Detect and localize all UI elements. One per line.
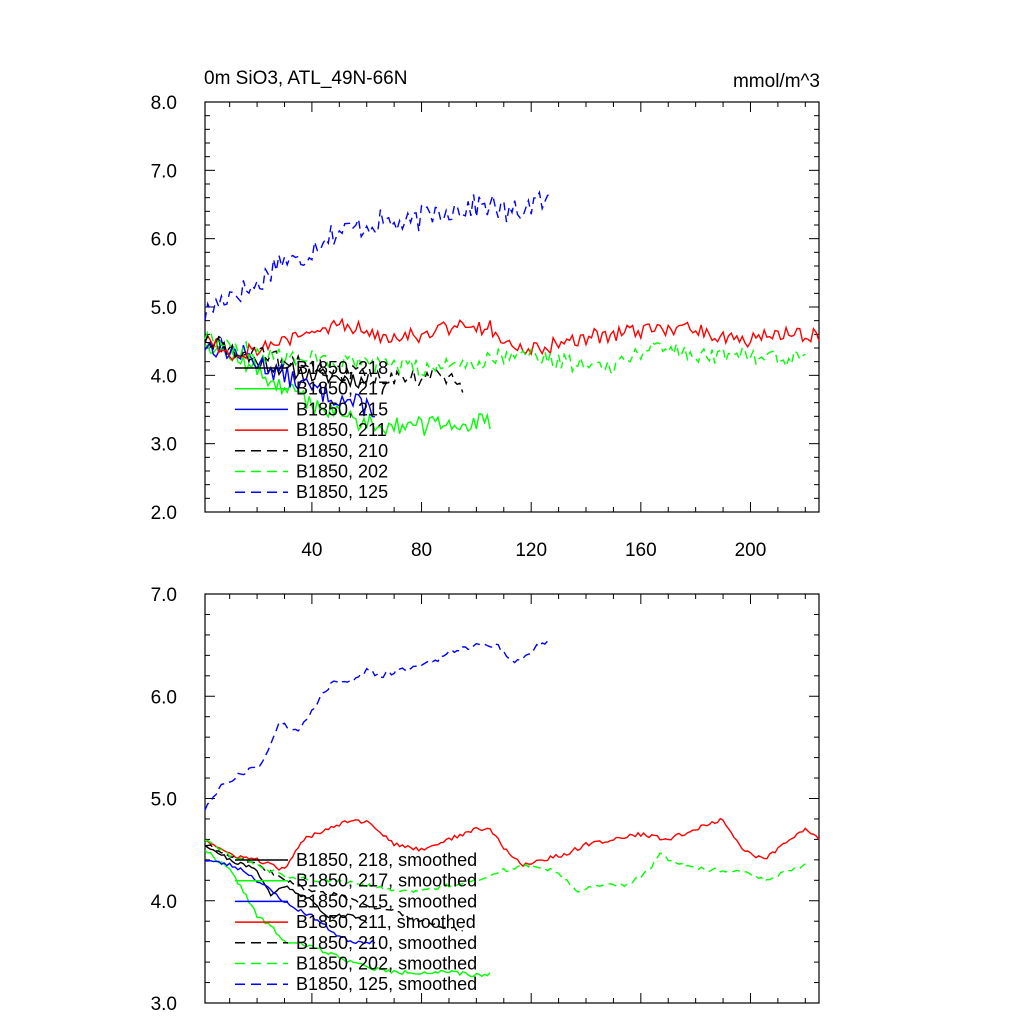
y-tick-label: 8.0	[151, 93, 177, 114]
figure-title: 0m SiO3, ATL_49N-66N	[204, 68, 407, 89]
legend-label: B1850, 215	[296, 399, 388, 419]
legend-label: B1850, 210	[296, 441, 388, 461]
legend-label: B1850, 218	[296, 358, 388, 378]
series-line-b1850-211-smoothed	[204, 817, 820, 871]
y-tick-label: 3.0	[151, 435, 177, 456]
y-tick-label: 3.0	[151, 994, 177, 1015]
legend-label: B1850, 217	[296, 379, 388, 399]
legend-label: B1850, 202, smoothed	[296, 954, 477, 974]
y-tick-label: 5.0	[151, 790, 177, 811]
series-line-b1850-211	[204, 317, 820, 362]
series-line-b1850-125-smoothed	[204, 638, 551, 811]
legend-label: B1850, 215, smoothed	[296, 891, 477, 911]
x-tick-label: 160	[625, 540, 657, 561]
x-tick-label: 200	[735, 540, 767, 561]
y-tick-label: 4.0	[151, 366, 177, 387]
series-line-b1850-210	[204, 334, 464, 393]
units-label: mmol/m^3	[733, 71, 820, 92]
series-line-b1850-202	[204, 330, 806, 379]
series-line-b1850-217	[204, 344, 491, 436]
series-line-b1850-218	[204, 337, 368, 389]
top-panel: 2.0 3.0 4.0 5.0 6.0 7.0 8.0 40 80 120 160 200 B1850,…	[151, 93, 820, 561]
legend-label: B1850, 217, smoothed	[296, 871, 477, 891]
legend-label: B1850, 125	[296, 482, 388, 502]
legend-label: B1850, 210, smoothed	[296, 933, 477, 953]
legend-label: B1850, 125, smoothed	[296, 974, 477, 994]
legend-label: B1850, 218, smoothed	[296, 850, 477, 870]
y-tick-label: 4.0	[151, 892, 177, 913]
x-tick-label: 80	[411, 540, 432, 561]
y-tick-label: 7.0	[151, 585, 177, 606]
series-line-b1850-202-smoothed	[204, 839, 806, 894]
series-line-b1850-217-smoothed	[204, 850, 491, 978]
x-tick-label: 120	[515, 540, 547, 561]
series-line-b1850-218-smoothed	[204, 845, 368, 924]
y-tick-label: 2.0	[151, 503, 177, 524]
y-tick-label: 6.0	[151, 687, 177, 708]
y-tick-label: 6.0	[151, 230, 177, 251]
legend-label: B1850, 211	[296, 420, 387, 440]
series-line-b1850-215-smoothed	[204, 859, 376, 945]
legend-label: B1850, 202	[296, 462, 388, 482]
legend-label: B1850, 211, smoothed	[296, 912, 476, 932]
x-tick-label: 40	[301, 540, 322, 561]
series-line-b1850-125	[204, 190, 551, 321]
y-tick-label: 5.0	[151, 298, 177, 319]
y-tick-label: 7.0	[151, 161, 177, 182]
series-line-b1850-210-smoothed	[204, 844, 463, 932]
